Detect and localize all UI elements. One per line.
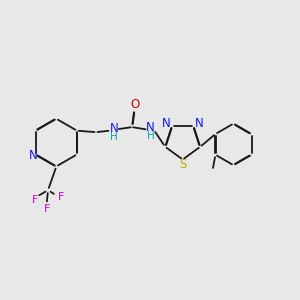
Text: N: N bbox=[110, 122, 118, 135]
Text: N: N bbox=[29, 149, 38, 162]
Text: H: H bbox=[110, 132, 118, 142]
Text: O: O bbox=[130, 98, 139, 111]
Text: N: N bbox=[194, 117, 203, 130]
Text: F: F bbox=[58, 192, 64, 202]
Text: N: N bbox=[162, 117, 171, 130]
Text: S: S bbox=[179, 158, 186, 171]
Text: H: H bbox=[146, 131, 154, 141]
Text: F: F bbox=[44, 204, 50, 214]
Text: N: N bbox=[146, 121, 155, 134]
Text: F: F bbox=[32, 195, 38, 205]
